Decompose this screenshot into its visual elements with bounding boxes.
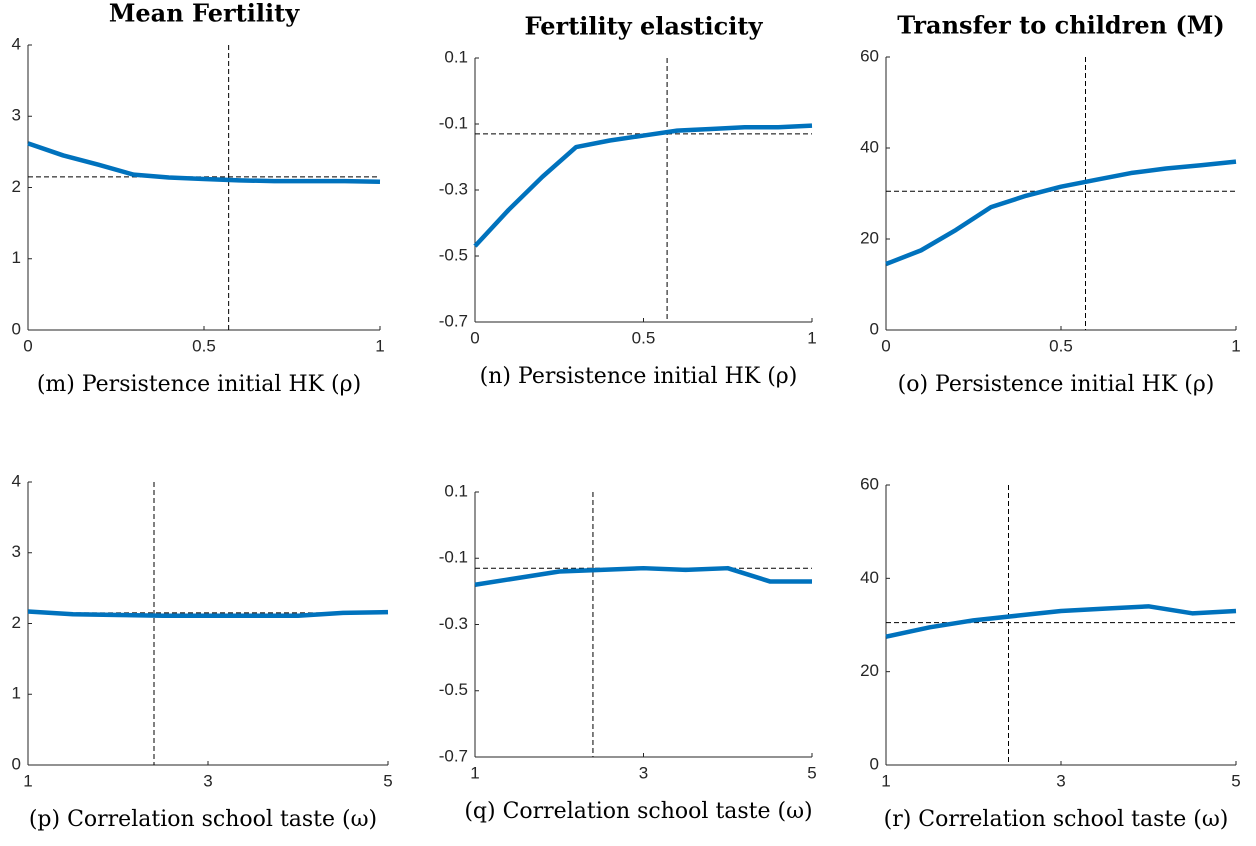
panel-caption: (n) Persistence initial HK (ρ) [480,364,798,389]
x-tick-label: 1 [807,328,816,347]
x-tick-label: 3 [203,771,212,790]
y-tick-label: -0.3 [439,614,468,633]
panel-title: Transfer to children (M) [897,11,1224,40]
y-tick-label: -0.7 [439,311,468,330]
x-tick-label: 3 [1056,771,1065,790]
panel-title: Fertility elasticity [525,12,764,41]
y-tick-label: 20 [860,661,879,680]
y-tick-label: 3 [12,542,21,561]
y-tick-label: 0 [870,754,879,773]
x-tick-label: 3 [639,763,648,782]
y-tick-label: 40 [860,137,879,156]
y-tick-label: -0.1 [439,548,468,567]
y-tick-label: 0 [12,754,21,773]
x-tick-label: 0.5 [192,336,216,355]
y-tick-label: 20 [860,228,879,247]
y-tick-label: 1 [12,248,21,267]
panel-caption: (o) Persistence initial HK (ρ) [898,372,1215,397]
x-tick-label: 1 [23,771,32,790]
y-tick-label: -0.5 [439,680,468,699]
y-tick-label: 2 [12,613,21,632]
y-tick-label: 0.1 [444,481,468,500]
y-tick-label: -0.1 [439,113,468,132]
x-tick-label: 1 [881,771,890,790]
y-tick-label: -0.5 [439,245,468,264]
x-tick-label: 5 [1231,771,1240,790]
x-tick-label: 1 [375,336,384,355]
y-tick-label: 60 [860,474,879,493]
data-line [885,159,1237,267]
y-tick-label: -0.7 [439,746,468,765]
panel-caption: (m) Persistence initial HK (ρ) [37,372,361,397]
data-line [473,123,813,248]
data-line [27,141,381,185]
y-tick-label: 2 [12,177,21,196]
panel-title: Mean Fertility [109,0,300,28]
x-tick-label: 0.5 [632,328,656,347]
y-tick-label: 1 [12,684,21,703]
x-tick-label: 5 [383,771,392,790]
y-tick-label: 60 [860,46,879,65]
y-tick-label: 40 [860,568,879,587]
y-tick-label: -0.3 [439,179,468,198]
y-tick-label: 0 [12,319,21,338]
y-tick-label: 4 [12,471,21,490]
data-line [27,609,389,618]
x-tick-label: 5 [807,763,816,782]
y-tick-label: 4 [12,34,21,53]
x-tick-label: 1 [1231,336,1240,355]
panel-caption: (p) Correlation school taste (ω) [29,807,377,832]
data-line [885,604,1237,639]
y-tick-label: 3 [12,106,21,125]
data-line [474,565,812,587]
x-tick-label: 0 [881,336,890,355]
x-tick-label: 0 [23,336,32,355]
x-tick-label: 0 [470,328,479,347]
panel-caption: (q) Correlation school taste (ω) [464,799,812,824]
y-tick-label: 0.1 [444,47,468,66]
x-tick-label: 0.5 [1049,336,1073,355]
panel-caption: (r) Correlation school taste (ω) [884,807,1229,832]
x-tick-label: 1 [470,763,479,782]
y-tick-label: 0 [870,319,879,338]
